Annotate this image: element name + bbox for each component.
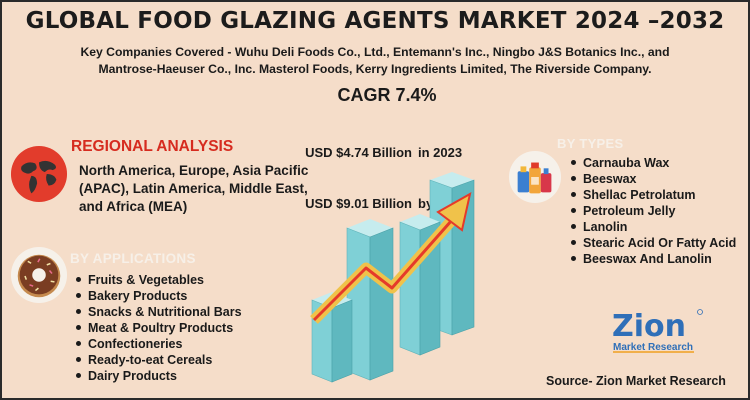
- list-item: Confectioneries: [74, 336, 242, 352]
- companies-line-1: Key Companies Covered - Wuhu Deli Foods …: [80, 45, 670, 59]
- list-item: Shellac Petrolatum: [569, 187, 736, 203]
- size-2023-label: in 2023: [418, 145, 463, 160]
- companies-line-2: Mantrose-Haeuser Co., Inc. Masterol Food…: [98, 62, 652, 76]
- globe-icon: [10, 145, 68, 203]
- types-heading: BY TYPES: [557, 136, 624, 151]
- applications-heading: BY APPLICATIONS: [70, 251, 196, 266]
- cagr-value: CAGR 7.4%: [337, 85, 437, 105]
- list-item: Lanolin: [569, 219, 736, 235]
- list-item: Beeswax And Lanolin: [569, 251, 736, 267]
- regional-analysis-heading: REGIONAL ANALYSIS: [71, 138, 234, 155]
- growth-bars-icon: [310, 172, 475, 383]
- size-2023-value: USD $4.74 Billion: [305, 145, 412, 160]
- list-item: Stearic Acid Or Fatty Acid: [569, 235, 736, 251]
- regional-analysis-text: North America, Europe, Asia Pacific (APA…: [79, 163, 309, 214]
- list-item: Snacks & Nutritional Bars: [74, 304, 242, 320]
- zion-logo: Zion Market Research: [612, 309, 703, 353]
- list-item: Petroleum Jelly: [569, 203, 736, 219]
- applications-list: Fruits & Vegetables Bakery Products Snac…: [74, 272, 242, 384]
- types-list: Carnauba Wax Beeswax Shellac Petrolatum …: [569, 155, 736, 267]
- list-item: Meat & Poultry Products: [74, 320, 242, 336]
- logo-brand: Zion: [612, 309, 686, 344]
- market-size-2023: USD $4.74 Billion in 2023: [302, 144, 466, 161]
- cleaning-bottles-icon: [508, 150, 562, 204]
- list-item: Beeswax: [569, 171, 736, 187]
- size-2032-value: USD $9.01 Billion: [305, 196, 412, 211]
- logo-sub: Market Research: [613, 342, 693, 353]
- list-item: Carnauba Wax: [569, 155, 736, 171]
- source-note: Source- Zion Market Research: [546, 374, 726, 388]
- donut-icon: [10, 246, 68, 304]
- list-item: Fruits & Vegetables: [74, 272, 242, 288]
- key-companies: Key Companies Covered - Wuhu Deli Foods …: [62, 44, 688, 78]
- list-item: Ready-to-eat Cereals: [74, 352, 242, 368]
- list-item: Bakery Products: [74, 288, 242, 304]
- page-title: GLOBAL FOOD GLAZING AGENTS MARKET 2024 –…: [25, 8, 725, 34]
- list-item: Dairy Products: [74, 368, 242, 384]
